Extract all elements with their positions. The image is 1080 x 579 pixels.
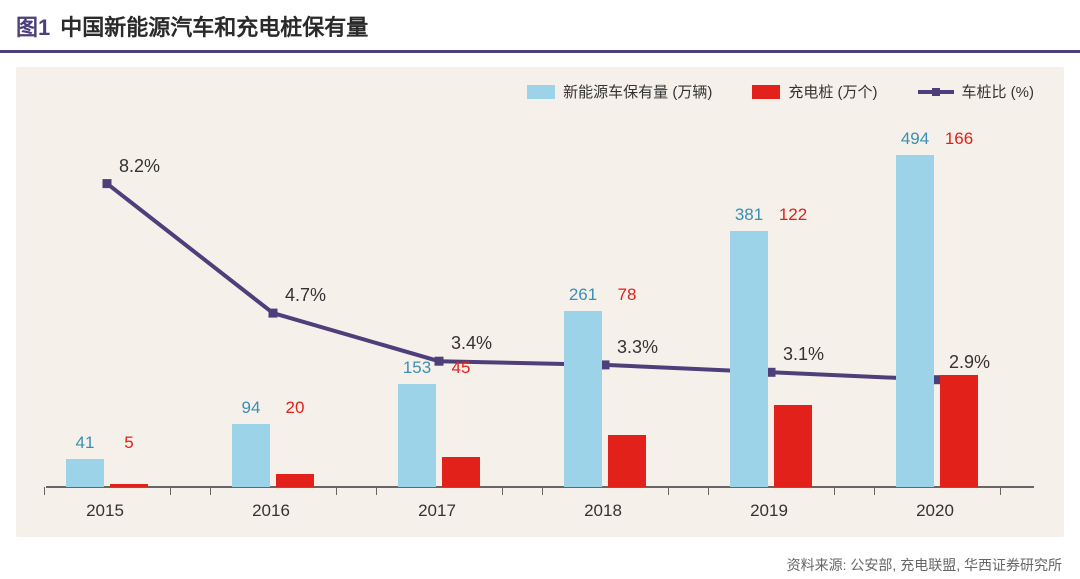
bar-label-charger: 166	[937, 129, 981, 149]
chart-title: 中国新能源汽车和充电桩保有量	[60, 10, 368, 42]
x-tick	[874, 487, 875, 495]
legend-label-charger: 充电桩 (万个)	[788, 81, 877, 102]
source-attribution: 资料来源: 公安部, 充电联盟, 华西证券研究所	[787, 555, 1062, 575]
x-axis-label: 2019	[708, 501, 830, 521]
line-label-ratio: 8.2%	[119, 156, 160, 177]
x-tick	[668, 487, 669, 495]
bar-label-charger: 20	[273, 398, 317, 418]
bar-label-charger: 122	[771, 205, 815, 225]
x-tick	[1000, 487, 1001, 495]
bar-charger	[774, 405, 812, 487]
bar-label-charger: 45	[439, 358, 483, 378]
legend-label-ratio: 车桩比 (%)	[962, 81, 1035, 102]
line-label-ratio: 4.7%	[285, 285, 326, 306]
bar-label-nev: 494	[893, 129, 937, 149]
legend-label-nev: 新能源车保有量 (万辆)	[563, 81, 712, 102]
ratio-marker	[103, 179, 112, 188]
bar-nev	[66, 459, 104, 487]
bar-label-nev: 41	[63, 433, 107, 453]
x-tick	[502, 487, 503, 495]
legend-swatch-nev	[527, 85, 555, 99]
legend-swatch-charger	[752, 85, 780, 99]
line-label-ratio: 2.9%	[949, 352, 990, 373]
bar-charger	[940, 375, 978, 487]
chart-canvas: 41520158.2%942020164.7%1534520173.4%2617…	[46, 117, 1034, 487]
x-tick	[708, 487, 709, 495]
bar-nev	[232, 424, 270, 487]
legend-item-charger: 充电桩 (万个)	[752, 81, 877, 102]
bar-label-charger: 5	[107, 433, 151, 453]
line-label-ratio: 3.4%	[451, 333, 492, 354]
line-label-ratio: 3.3%	[617, 337, 658, 358]
bar-charger	[276, 474, 314, 487]
x-axis-label: 2015	[44, 501, 166, 521]
x-tick	[210, 487, 211, 495]
bar-label-charger: 78	[605, 285, 649, 305]
plot-area: 新能源车保有量 (万辆) 充电桩 (万个) 车桩比 (%) 415 2015 8.2…	[16, 67, 1064, 537]
x-tick	[542, 487, 543, 495]
line-series-svg	[46, 117, 1034, 487]
x-axis-label: 2016	[210, 501, 332, 521]
bar-label-nev: 153	[395, 358, 439, 378]
x-tick	[170, 487, 171, 495]
bar-nev	[398, 384, 436, 487]
x-axis-label: 2018	[542, 501, 664, 521]
bar-label-nev: 381	[727, 205, 771, 225]
bar-label-nev: 261	[561, 285, 605, 305]
x-tick	[376, 487, 377, 495]
chart-title-bar: 图1 中国新能源汽车和充电桩保有量	[0, 0, 1080, 53]
legend-item-nev: 新能源车保有量 (万辆)	[527, 81, 712, 102]
line-label-ratio: 3.1%	[783, 344, 824, 365]
bar-nev	[896, 155, 934, 487]
x-tick	[44, 487, 45, 495]
legend-swatch-ratio	[918, 85, 954, 99]
bar-charger	[608, 435, 646, 487]
bar-nev	[564, 311, 602, 487]
figure-label: 图1	[16, 10, 50, 42]
x-axis-label: 2017	[376, 501, 498, 521]
bar-nev	[730, 231, 768, 487]
x-tick	[834, 487, 835, 495]
bar-charger	[110, 484, 148, 487]
bar-label-nev: 94	[229, 398, 273, 418]
x-axis-label: 2020	[874, 501, 996, 521]
legend-item-ratio: 车桩比 (%)	[918, 81, 1035, 102]
ratio-marker	[269, 309, 278, 318]
legend: 新能源车保有量 (万辆) 充电桩 (万个) 车桩比 (%)	[527, 81, 1034, 102]
x-tick	[336, 487, 337, 495]
bar-charger	[442, 457, 480, 487]
